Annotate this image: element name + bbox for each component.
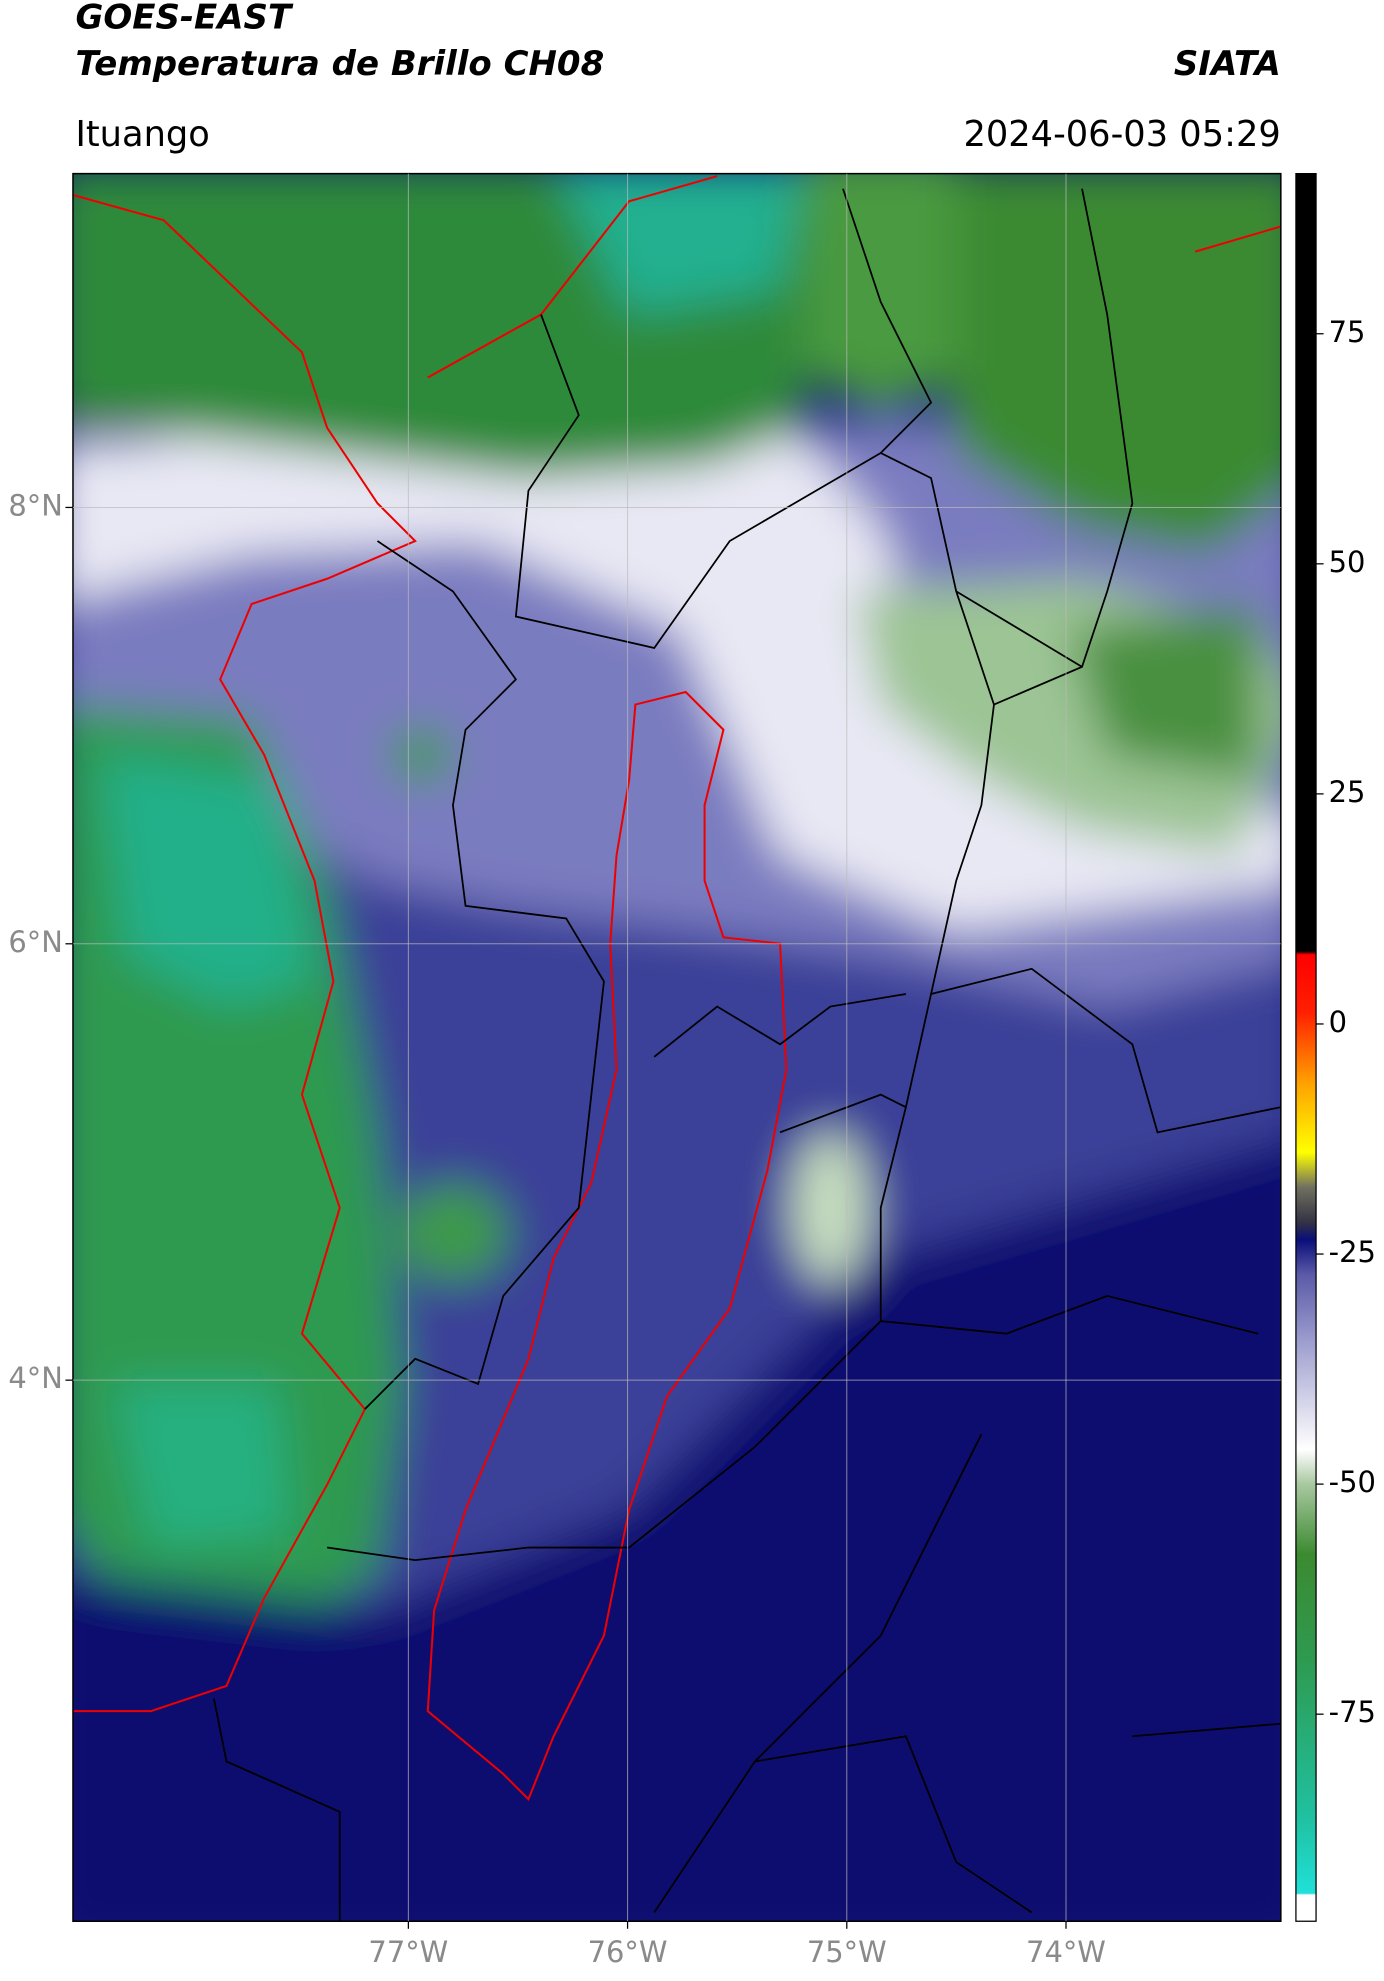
colorbar [1295,172,1317,1922]
colorbar-tick-label: -25 [1329,1235,1376,1269]
x-tick-label: 75°W [807,1935,887,1969]
x-tick-label: 76°W [588,1935,668,1969]
colorbar-tick-label: 75 [1329,315,1366,349]
map-frame [72,172,1282,1922]
location: Ituango [75,114,209,155]
y-tick-label: 8°N [8,488,63,522]
map-image [72,173,1281,1922]
colorbar-tick-label: 0 [1329,1005,1347,1039]
datetime: 2024-06-03 05:29 [963,114,1280,155]
subtitle: Temperatura de Brillo CH08 [75,44,604,84]
source: SIATA [1174,44,1281,84]
colorbar-tick-label: 50 [1329,545,1366,579]
y-tick-label: 6°N [8,925,63,959]
x-tick-label: 74°W [1026,1935,1106,1969]
x-tick-label: 77°W [368,1935,448,1969]
colorbar-tick-label: -50 [1329,1465,1376,1499]
title: GOES-EAST [75,0,293,37]
colorbar-tick-label: -75 [1329,1695,1376,1729]
colorbar-tick-label: 25 [1329,775,1366,809]
y-tick-label: 4°N [8,1361,63,1395]
